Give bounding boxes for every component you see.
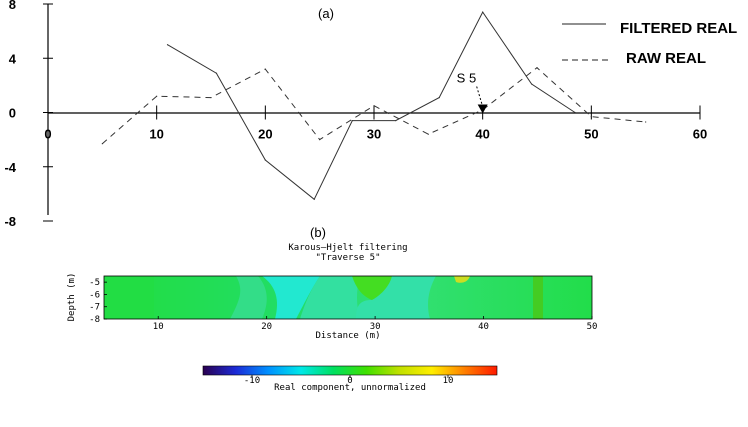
data-point: [395, 120, 397, 122]
heatmap-anomaly-yellow: [454, 276, 470, 283]
x-tick-label: 50: [584, 127, 598, 142]
x-tick-label: 0: [44, 127, 51, 142]
heatmap-y-tick-label: -8: [89, 315, 100, 325]
colorbar-ticks: -10 0 10: [244, 375, 454, 386]
heatmap-x-tick-label: 20: [261, 322, 272, 332]
x-ticks: 0 10 20 30 40 50 60: [44, 105, 707, 142]
data-point: [645, 121, 647, 123]
heatmap-anomaly-cyan: [262, 276, 320, 319]
data-point: [215, 72, 218, 74]
heatmap-y-tick-label: -7: [89, 303, 100, 313]
data-point: [319, 139, 321, 141]
data-point: [536, 67, 538, 69]
colorbar-tick-label: 0: [347, 376, 352, 386]
colorbar-tick-label: -10: [244, 376, 260, 386]
heatmap-ylabel: Depth (m): [67, 273, 77, 322]
panel-b-label: (b): [310, 225, 326, 240]
series-line-filtered-real: [167, 11, 576, 201]
data-point: [530, 83, 533, 85]
colorbar-label: Real component, unnormalized: [274, 383, 426, 393]
heatmap-x-tick-label: 40: [478, 322, 489, 332]
panel-b-heatmap: (b) Karous–Hjelt filtering "Traverse 5" …: [67, 225, 597, 393]
data-point: [264, 159, 266, 161]
heatmap-x-ticks: 10 20 30 40 50: [153, 316, 598, 332]
x-tick-label: 10: [149, 127, 163, 142]
data-point: [373, 105, 375, 107]
colorbar: [202, 365, 498, 376]
heatmap-y-tick-label: -6: [89, 290, 100, 300]
panel-a-label: (a): [318, 6, 334, 21]
heatmap-y-tick-label: -5: [89, 278, 100, 288]
annotation-s5-arrow-stem: [476, 86, 484, 107]
heatmap-x-tick-label: 10: [153, 322, 164, 332]
heatmap-subtitle: "Traverse 5": [315, 253, 380, 263]
data-point: [156, 95, 158, 97]
data-point: [264, 68, 266, 70]
colorbar-tick-label: 10: [443, 376, 454, 386]
data-point: [427, 133, 429, 135]
x-tick-label: 20: [258, 127, 272, 142]
data-point: [166, 44, 169, 46]
data-point: [590, 115, 592, 118]
y-tick-label: -8: [4, 214, 16, 229]
legend-label-filtered: FILTERED REAL: [620, 20, 737, 37]
heatmap-xlabel: Distance (m): [315, 331, 380, 341]
series-line-raw-real: [101, 67, 646, 145]
heatmap-anomaly-cyan-soft: [230, 276, 267, 319]
heatmap-anomaly-teal: [300, 276, 360, 319]
data-point: [574, 111, 576, 114]
annotation-s5: S 5: [457, 71, 477, 86]
heatmap-anomaly-strip: [533, 276, 543, 319]
y-tick-label: 4: [9, 51, 17, 66]
data-point: [438, 96, 440, 99]
y-tick-label: -4: [4, 160, 16, 175]
data-point: [313, 198, 315, 200]
y-tick-label: 8: [9, 0, 16, 12]
data-point: [351, 120, 353, 122]
x-tick-label: 60: [693, 127, 707, 142]
data-point: [101, 143, 103, 145]
heatmap-x-tick-label: 50: [587, 322, 598, 332]
x-tick-label: 30: [367, 127, 381, 142]
annotation-s5-arrow-head: [477, 104, 488, 114]
legend-label-raw: RAW REAL: [626, 50, 706, 67]
data-point: [210, 96, 212, 99]
heatmap-frame: [103, 275, 593, 320]
heatmap-title: Karous–Hjelt filtering: [288, 243, 407, 253]
y-tick-label: 0: [9, 106, 16, 121]
y-ticks: 8 4 0 -4 -8: [4, 0, 53, 229]
heatmap-x-tick-label: 30: [370, 322, 381, 332]
data-point: [482, 11, 484, 13]
heatmap-anomaly-green: [352, 276, 392, 300]
heatmap-y-ticks: -5 -6 -7 -8: [89, 278, 107, 325]
series-lines: [101, 11, 647, 201]
x-tick-label: 40: [475, 127, 489, 142]
heatmap-anomaly-aqua: [356, 276, 436, 319]
panel-a-line-chart: (a) 0 10 20 30 40 50 60 840-4-8 S 5 FILTERED R…: [4, 0, 737, 229]
